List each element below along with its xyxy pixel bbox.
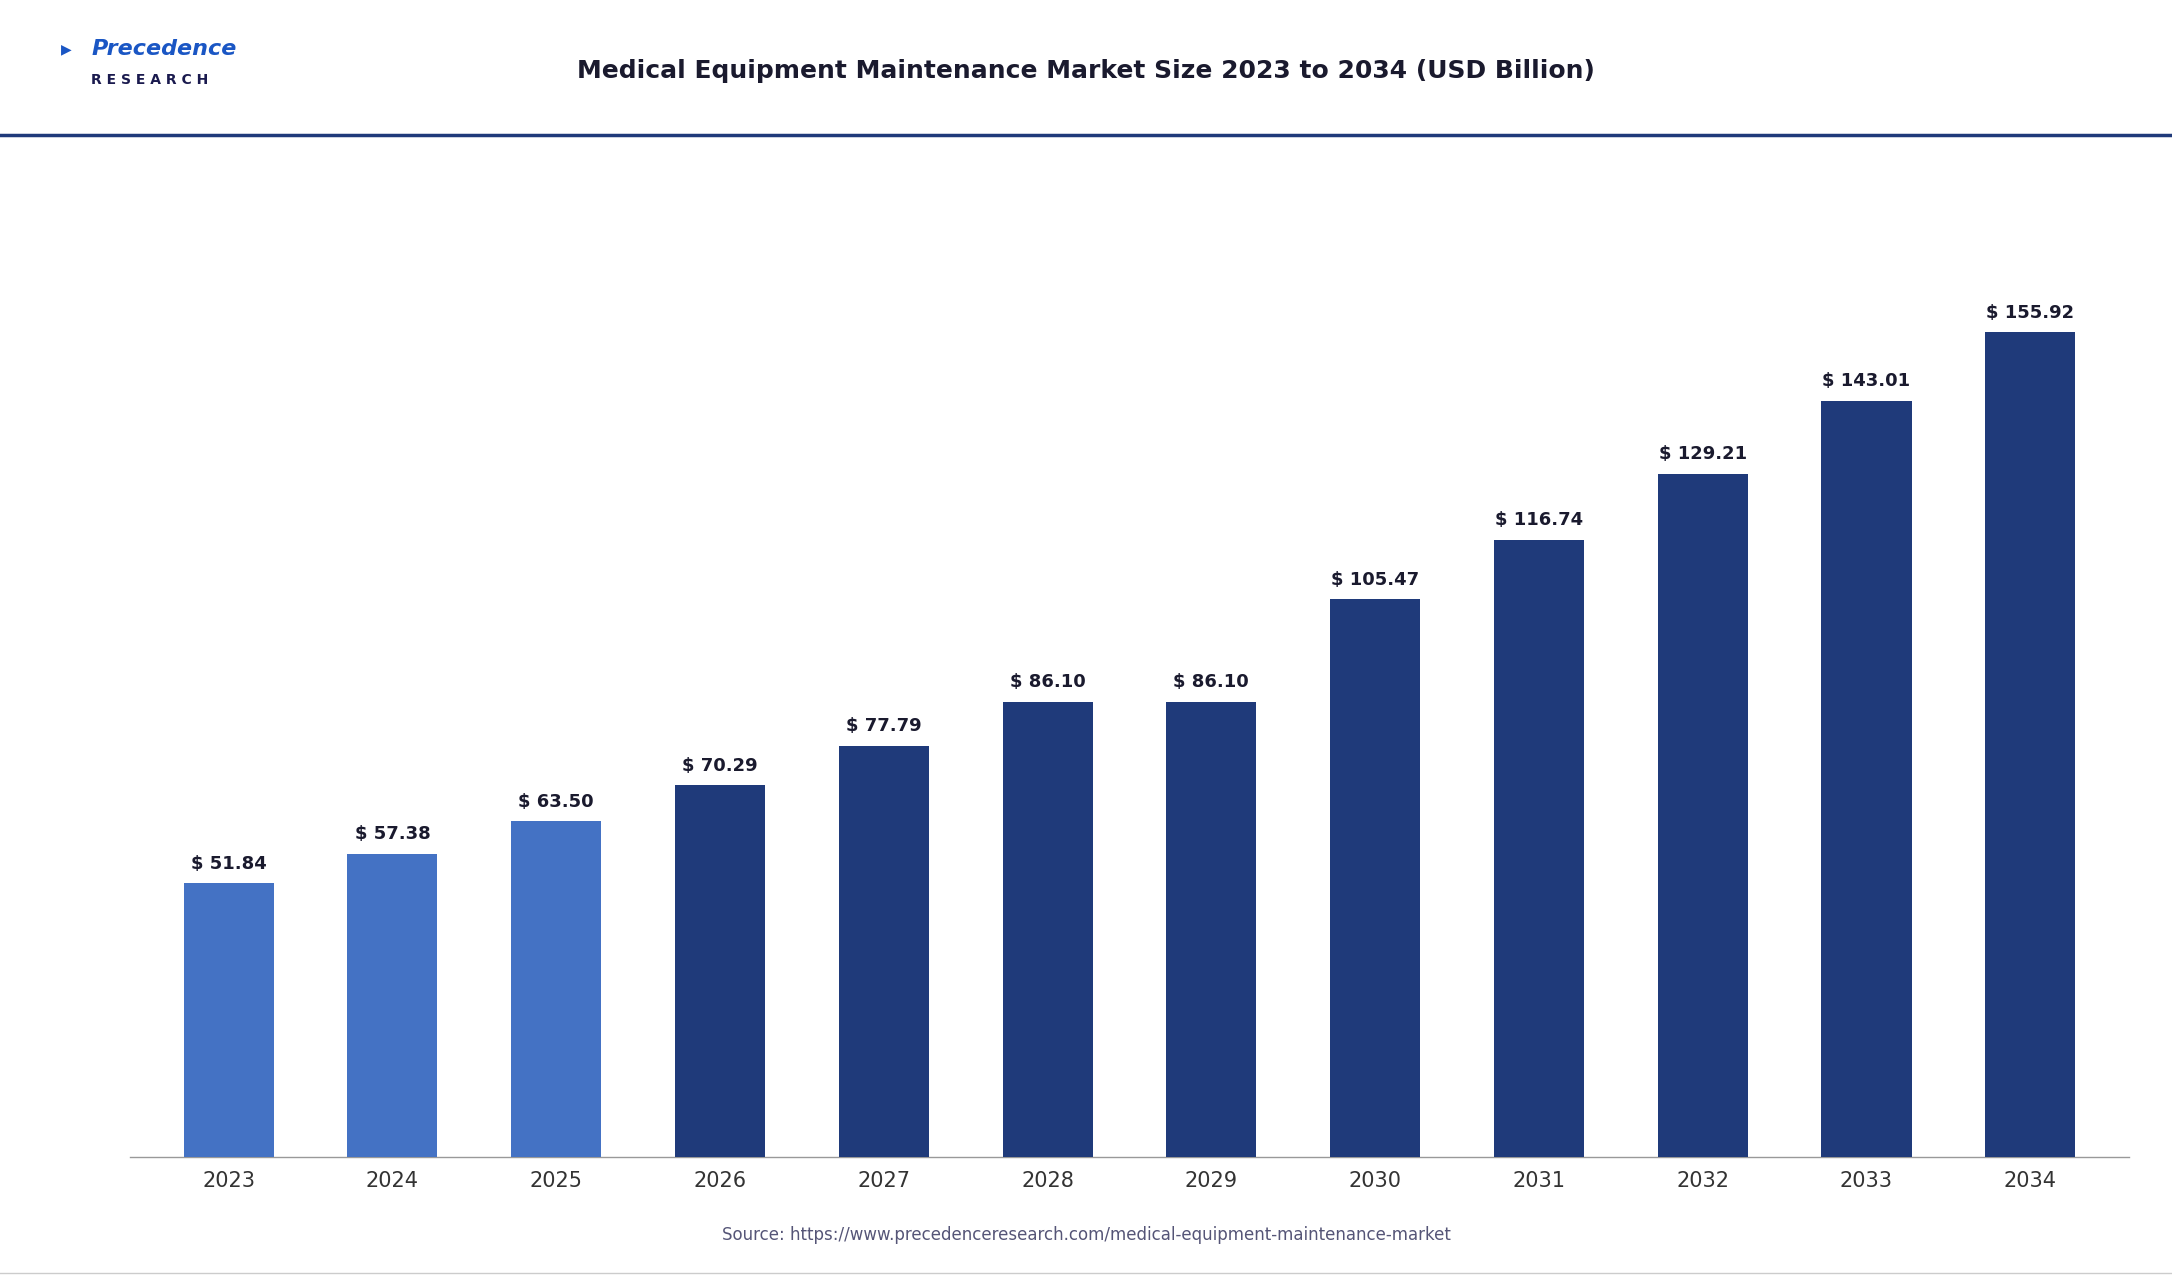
Bar <box>185 883 274 1157</box>
Bar <box>510 822 602 1157</box>
Text: $ 86.10: $ 86.10 <box>1010 674 1086 692</box>
Bar <box>1003 702 1093 1157</box>
Bar <box>1166 702 1255 1157</box>
Text: $ 155.92: $ 155.92 <box>1985 303 2074 322</box>
Text: Precedence: Precedence <box>91 39 237 59</box>
Text: $ 57.38: $ 57.38 <box>354 826 430 844</box>
Text: $ 70.29: $ 70.29 <box>682 757 758 775</box>
Bar <box>1985 333 2074 1157</box>
Text: Source: https://www.precedenceresearch.com/medical-equipment-maintenance-market: Source: https://www.precedenceresearch.c… <box>721 1226 1451 1244</box>
Bar <box>1494 540 1583 1157</box>
Bar <box>348 854 437 1157</box>
Text: $ 129.21: $ 129.21 <box>1659 445 1746 463</box>
Text: $ 77.79: $ 77.79 <box>845 718 921 736</box>
Bar <box>675 786 765 1157</box>
Text: $ 116.74: $ 116.74 <box>1494 511 1583 529</box>
Text: $ 143.01: $ 143.01 <box>1822 372 1911 390</box>
Text: $ 63.50: $ 63.50 <box>519 793 593 811</box>
Bar <box>1657 473 1748 1157</box>
Text: $ 86.10: $ 86.10 <box>1173 674 1249 692</box>
Text: $ 51.84: $ 51.84 <box>191 854 267 872</box>
Text: $ 105.47: $ 105.47 <box>1331 571 1418 589</box>
Text: R E S E A R C H: R E S E A R C H <box>91 73 209 86</box>
Bar <box>1329 599 1420 1157</box>
Bar <box>838 746 930 1157</box>
Text: ▶: ▶ <box>61 42 72 55</box>
Bar <box>1822 401 1911 1157</box>
Text: Medical Equipment Maintenance Market Size 2023 to 2034 (USD Billion): Medical Equipment Maintenance Market Siz… <box>578 59 1594 82</box>
